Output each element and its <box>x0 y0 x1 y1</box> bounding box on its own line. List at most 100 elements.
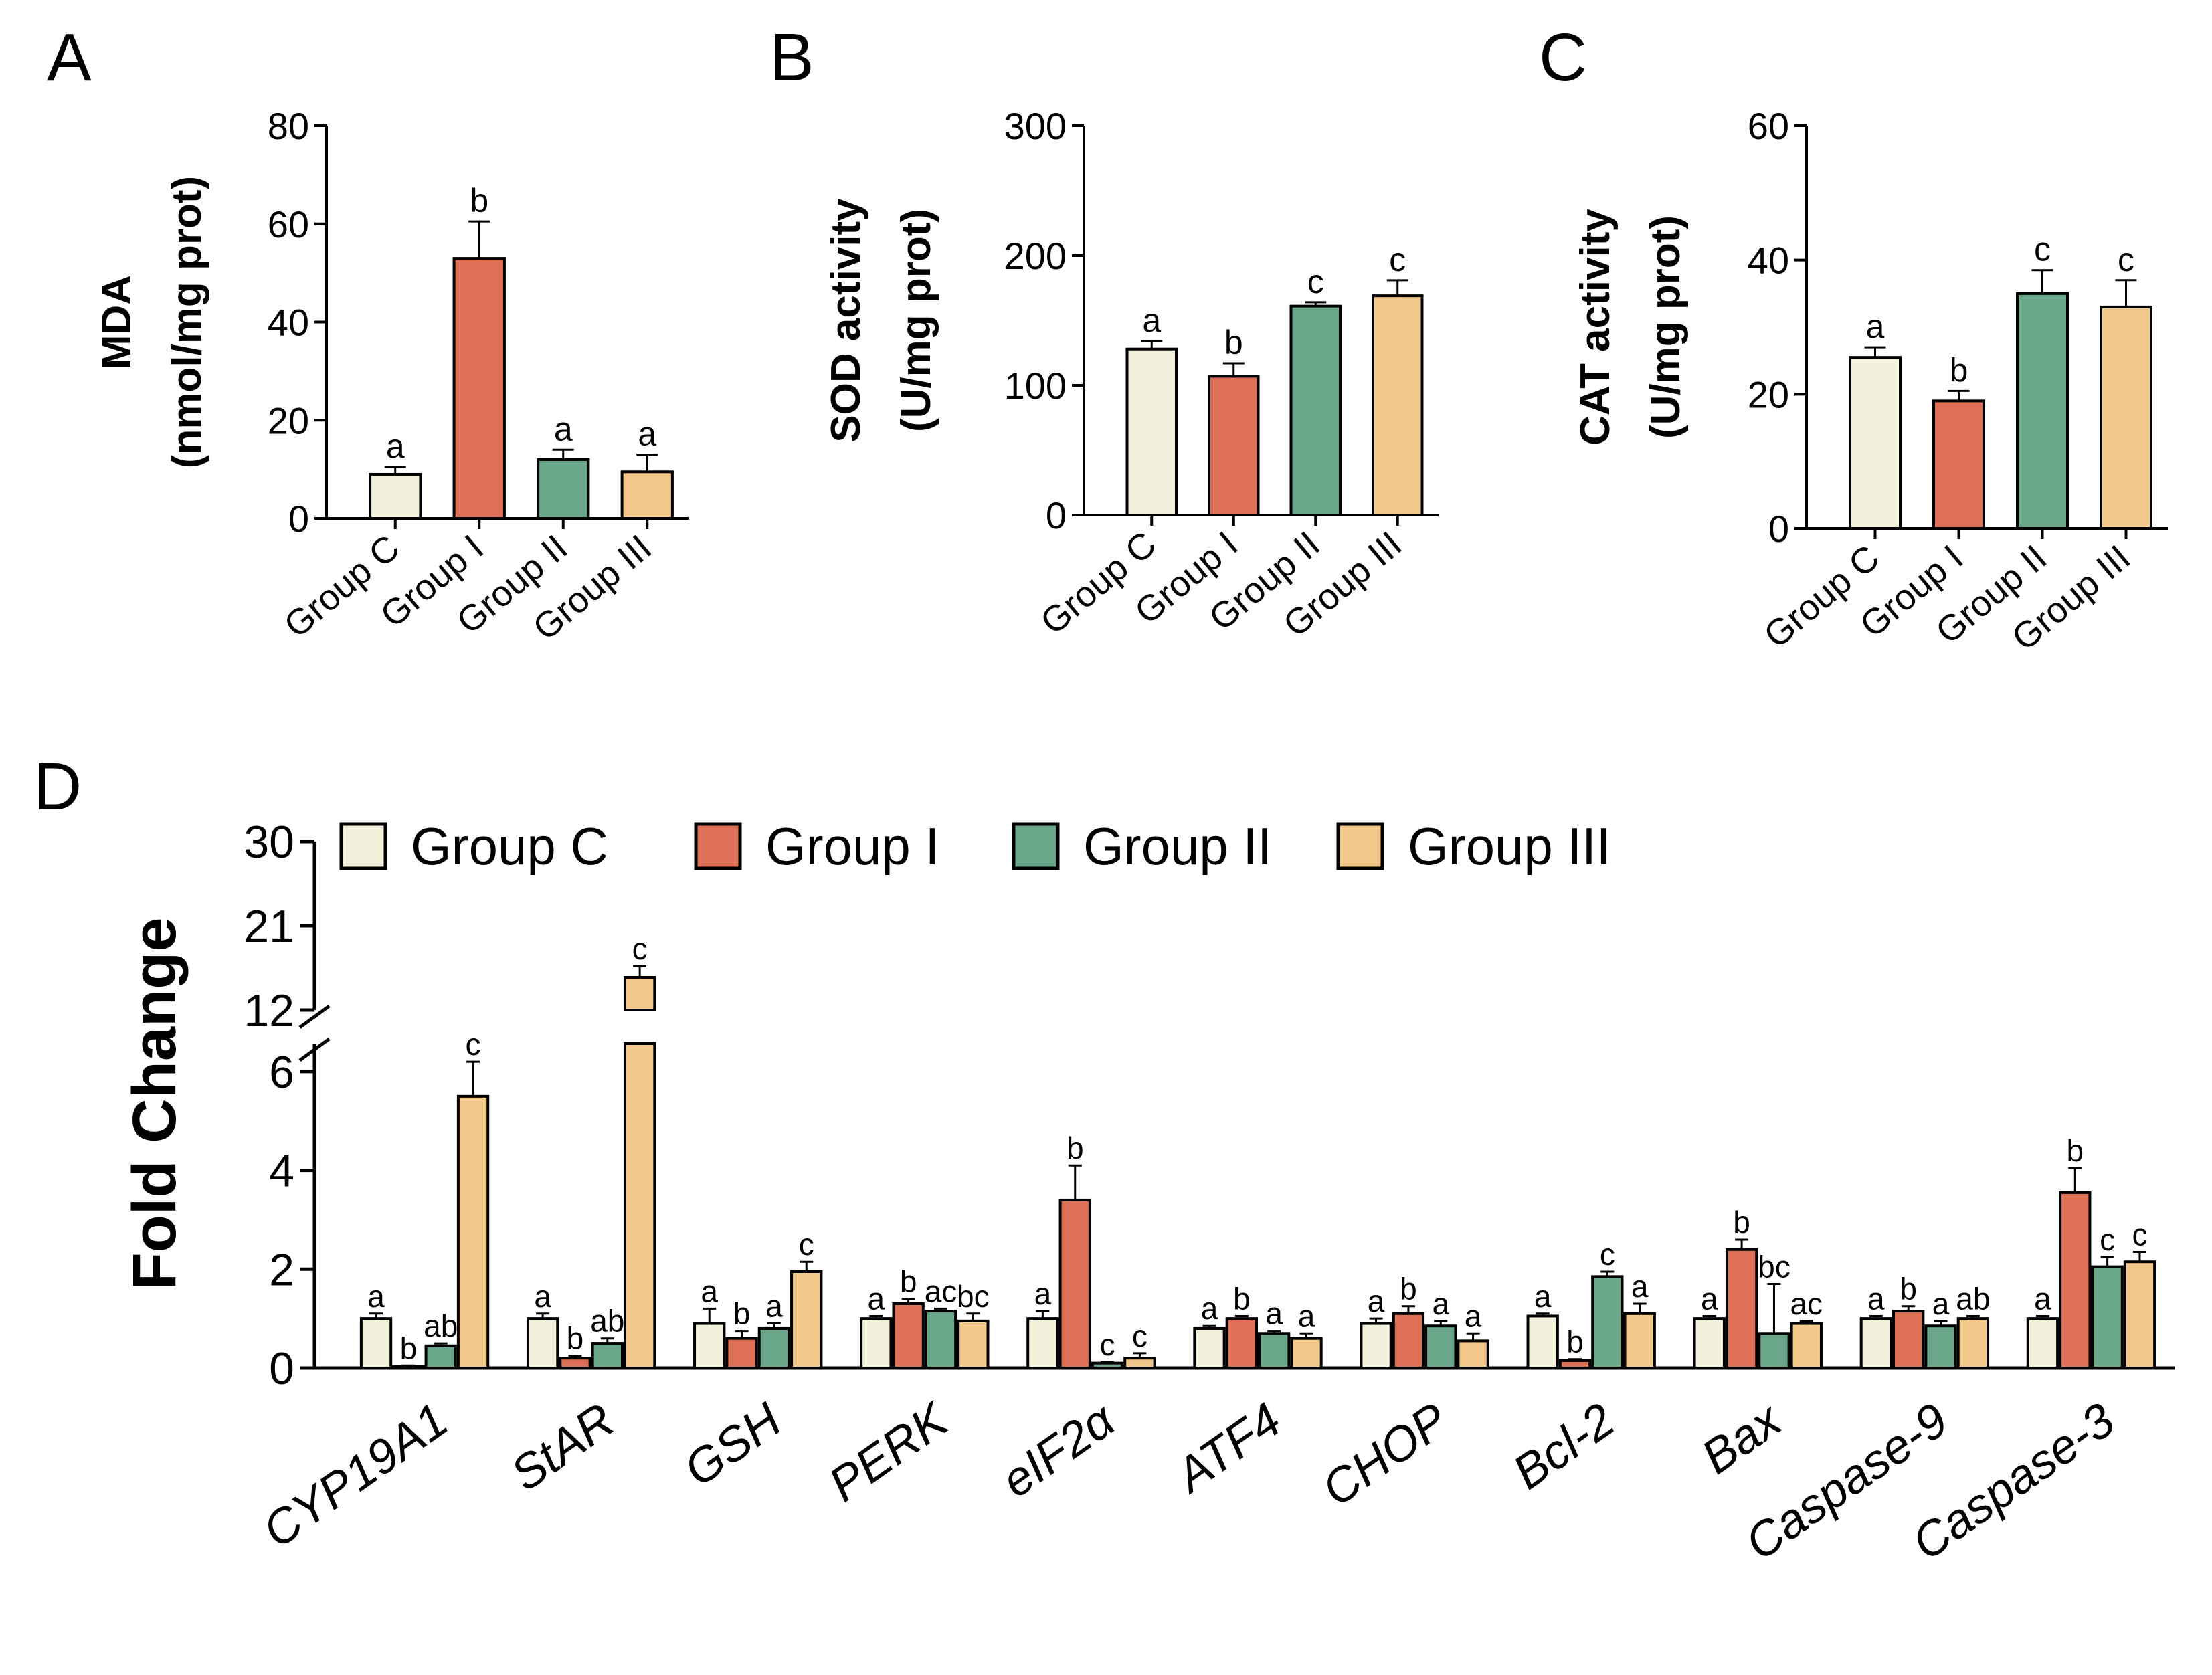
panel-c-bar <box>1932 399 1985 530</box>
legend-label: Group II <box>1083 817 1272 876</box>
panel-d-sig-label: b <box>900 1264 917 1299</box>
panel-a-bar <box>620 470 674 520</box>
panel-d-category-label: StAR <box>501 1393 624 1502</box>
panel-d-sig-label: a <box>765 1289 783 1324</box>
panel-d-bar <box>559 1357 591 1369</box>
panel-c-y-label-unit: (U/mg prot) <box>1643 215 1689 439</box>
panel-b-bar <box>1372 294 1424 516</box>
panel-d-bar <box>790 1270 823 1369</box>
panel-c: C 0 20 40 60 CAT activity (U/mg prot) a Group C b… <box>1539 20 2168 658</box>
panel-d-sig-label: a <box>1034 1276 1052 1311</box>
panel-d-bar <box>1956 1317 1990 1369</box>
panel-d-bar <box>2091 1265 2124 1369</box>
panel-d-sig-label: b <box>1566 1324 1584 1359</box>
panel-c-letter: C <box>1539 20 1587 95</box>
panel-d-sig-label: a <box>1201 1291 1218 1326</box>
panel-d-sig-label: b <box>567 1321 584 1356</box>
panel-c-bar <box>1849 356 1902 530</box>
panel-d-axis-break-mark <box>298 1004 331 1029</box>
panel-d-sig-label: b <box>1900 1272 1917 1306</box>
panel-a-y-tick-label: 40 <box>268 302 309 344</box>
panel-d-bar <box>1424 1324 1457 1369</box>
panel-d-bar <box>1758 1332 1790 1370</box>
panel-d-bar <box>1693 1317 1726 1369</box>
panel-b-y-tick-label: 100 <box>1004 365 1067 407</box>
panel-d-sig-label: ab <box>424 1308 458 1343</box>
panel-d-sig-label: b <box>733 1296 751 1331</box>
panel-b-letter: B <box>769 20 814 95</box>
panel-d-sig-label: a <box>2034 1281 2051 1316</box>
panel-d-sig-label: a <box>1465 1298 1482 1333</box>
panel-d-bar-upper <box>623 976 656 1011</box>
panel-d-bar <box>1623 1312 1656 1370</box>
panel-d-sig-label: ac <box>1790 1286 1823 1321</box>
panel-d-category-label: CYP19A1 <box>254 1393 458 1559</box>
panel-a-category-label: Group C <box>277 527 407 646</box>
panel-d-sig-label: a <box>701 1274 718 1308</box>
panel-a-letter: A <box>47 20 92 95</box>
panel-d-bar <box>1091 1361 1124 1369</box>
panel-d-bar <box>693 1322 726 1369</box>
panel-d-sig-label: b <box>400 1331 418 1365</box>
panel-d-sig-label: b <box>1733 1205 1750 1240</box>
panel-d-category-label: Bcl-2 <box>1503 1393 1624 1500</box>
panel-b-sig-label: c <box>1389 241 1406 278</box>
panel-d-bar <box>860 1317 893 1369</box>
panel-d-bar <box>2123 1260 2156 1369</box>
panel-d-bar <box>1290 1337 1323 1369</box>
panel-a-y-tick-label: 60 <box>268 203 309 245</box>
panel-d-bar <box>1457 1339 1489 1370</box>
panel-c-sig-label: a <box>1866 308 1885 345</box>
panel-c-category-label: Group C <box>1756 537 1887 656</box>
panel-d-sig-label: a <box>1432 1286 1449 1321</box>
panel-b-y-label: SOD activity <box>823 198 869 443</box>
panel-c-sig-label: c <box>2118 241 2134 278</box>
panel-d-letter: D <box>33 749 82 824</box>
panel-d-sig-label: c <box>632 931 648 966</box>
panel-b-y-tick-label: 300 <box>1004 105 1067 147</box>
panel-d-bar <box>1026 1317 1059 1369</box>
panel-d-bar <box>392 1365 425 1370</box>
panel-d-sig-label: a <box>1534 1279 1552 1314</box>
panel-d-bar <box>1526 1314 1559 1370</box>
panel-d-bar <box>757 1326 791 1370</box>
panel-c-y-tick-label: 60 <box>1748 105 1789 147</box>
panel-d-bar <box>1591 1275 1624 1370</box>
panel-b-bar <box>1125 347 1178 516</box>
panel-d-sig-label: c <box>1132 1318 1147 1353</box>
panel-b-bar <box>1289 304 1342 516</box>
panel-c-y-tick-label: 40 <box>1748 239 1789 282</box>
panel-a-sig-label: a <box>554 410 573 448</box>
legend-label: Group C <box>411 817 608 876</box>
panel-d-bar <box>623 1042 656 1369</box>
panel-d-category-label: Bax <box>1692 1392 1792 1484</box>
panel-d-bar <box>1360 1322 1392 1369</box>
panel-a-y-tick-label: 0 <box>288 498 309 540</box>
panel-c-sig-label: c <box>2034 231 2051 268</box>
panel-d-sig-label: c <box>2132 1217 2147 1252</box>
panel-d-category-label: GSH <box>674 1393 792 1497</box>
panel-b: B 0 100 200 300 SOD activity (U/mg prot) a Group… <box>769 20 1439 645</box>
panel-d-bar <box>1225 1317 1259 1369</box>
legend-label: Group III <box>1408 817 1610 876</box>
panel-d-y-tick-label: 21 <box>244 901 294 952</box>
panel-b-sig-label: c <box>1307 263 1324 300</box>
panel-d-bar <box>359 1317 393 1369</box>
panel-d-y-tick-label: 6 <box>269 1047 294 1098</box>
panel-a-y-label: MDA <box>94 275 140 369</box>
panel-c-sig-label: b <box>1950 351 1968 389</box>
panel-d-bar <box>1392 1312 1425 1370</box>
panel-a-bar <box>452 257 506 520</box>
legend-swatch <box>1012 822 1060 870</box>
panel-d-bar <box>924 1310 957 1369</box>
panel-d-bar <box>725 1337 758 1369</box>
panel-d-bar <box>2059 1191 2092 1370</box>
panel-b-y-label-unit: (U/mg prot) <box>893 209 939 432</box>
panel-d: D 0 2 4 6 12 21 30 Fold Change Group C Group I Grou… <box>33 749 2175 1571</box>
panel-a-y-tick-label: 20 <box>268 399 309 441</box>
panel-d-sig-label: c <box>1600 1237 1615 1272</box>
panel-d-sig-label: bc <box>957 1279 990 1314</box>
panel-d-bar <box>957 1319 990 1370</box>
